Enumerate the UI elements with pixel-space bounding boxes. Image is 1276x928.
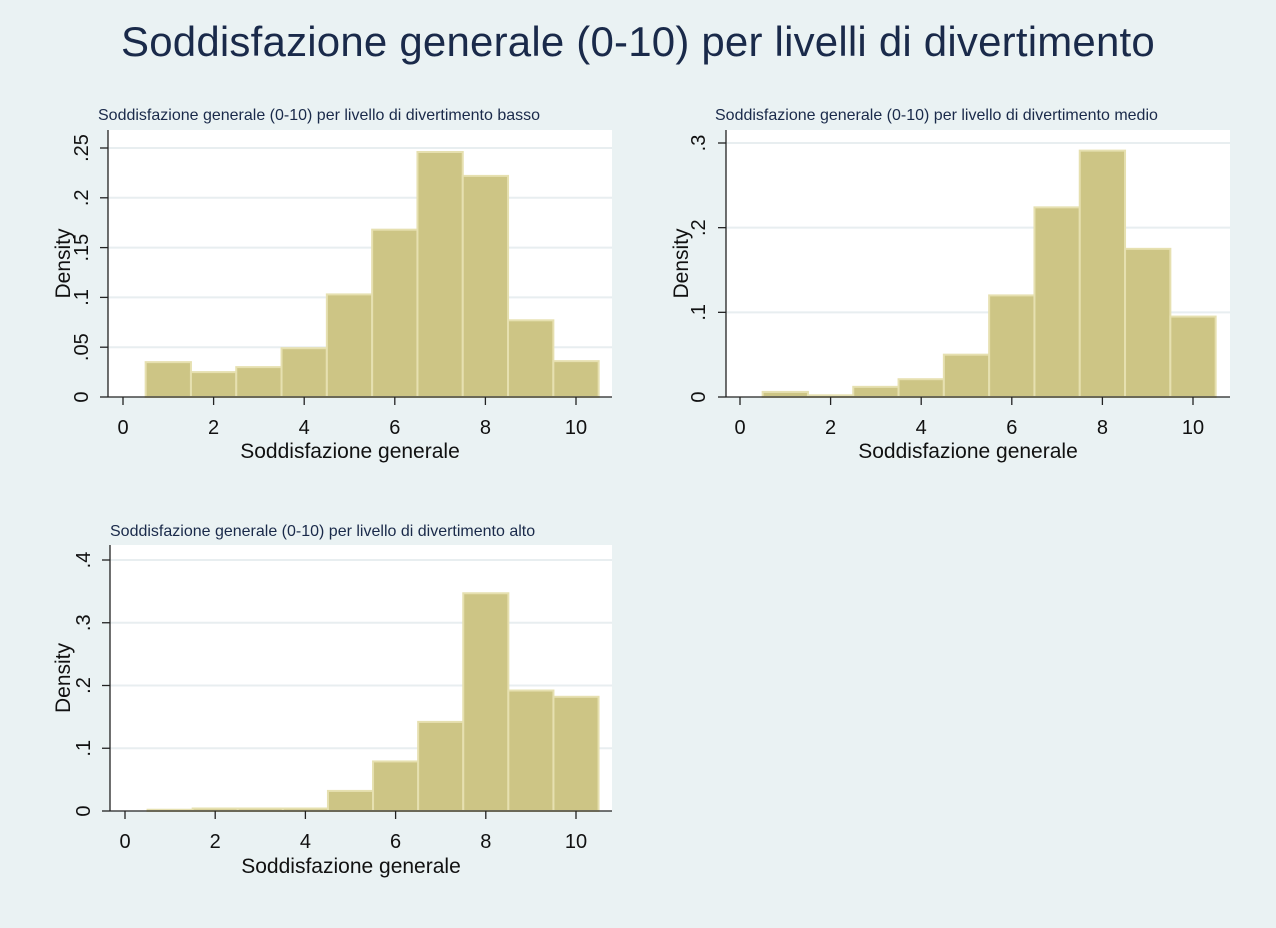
histogram-bar xyxy=(942,353,991,398)
histogram-panel-1: 0 .05 .1 .15 .2 .25 0 2 4 6 8 10 Soddisfazione gener… xyxy=(52,107,612,463)
x-tick-label: 10 xyxy=(1182,417,1204,439)
subplot-title: Soddisfazione generale (0-10) per livell… xyxy=(98,107,540,124)
histogram-bar xyxy=(761,390,809,399)
x-tick-label: 8 xyxy=(1097,417,1108,439)
x-tick-label: 10 xyxy=(565,831,587,853)
y-tick-label: .4 xyxy=(73,552,95,569)
x-axis-title: Soddisfazione generale xyxy=(240,440,460,463)
y-tick-label: .2 xyxy=(71,189,93,206)
y-tick-label: .3 xyxy=(688,135,710,152)
histogram-bar xyxy=(1169,315,1217,399)
y-tick-label: .1 xyxy=(688,304,710,321)
histogram-bar xyxy=(507,319,555,399)
histogram-bar xyxy=(235,366,283,398)
y-tick-label: 0 xyxy=(71,391,93,402)
histogram-bar xyxy=(326,789,375,812)
x-tick-label: 6 xyxy=(390,831,401,853)
x-axis-title: Soddisfazione generale xyxy=(241,855,461,878)
histogram-bar xyxy=(371,228,419,398)
y-tick-label: .2 xyxy=(688,219,710,236)
x-tick-label: 2 xyxy=(210,831,221,853)
x-tick-label: 0 xyxy=(117,417,128,439)
histogram-panel-2: 0 .1 .2 .3 0 2 4 6 8 10 Soddisfazione generale (0-… xyxy=(670,107,1230,463)
histogram-bar xyxy=(462,592,510,812)
y-tick-label: 0 xyxy=(688,391,710,402)
histogram-bar xyxy=(325,293,374,398)
histogram-bar xyxy=(1033,206,1081,398)
histogram-bar xyxy=(416,150,464,398)
subplot-title: Soddisfazione generale (0-10) per livell… xyxy=(110,523,535,540)
histogram-bar xyxy=(417,720,465,813)
x-tick-label: 2 xyxy=(825,417,836,439)
x-tick-label: 8 xyxy=(480,417,491,439)
x-tick-label: 4 xyxy=(916,417,927,439)
y-axis-title: Density xyxy=(52,228,75,299)
y-tick-label: 0 xyxy=(73,805,95,816)
x-tick-label: 10 xyxy=(565,417,587,439)
y-axis-title: Density xyxy=(670,228,693,299)
x-tick-label: 4 xyxy=(300,831,311,853)
y-tick-label: .1 xyxy=(73,740,95,757)
histogram-bar xyxy=(461,174,510,398)
histogram-bar xyxy=(897,378,945,399)
histogram-bar xyxy=(189,371,238,399)
main-title: Soddisfazione generale (0-10) per livell… xyxy=(121,18,1155,65)
y-tick-label: .25 xyxy=(71,134,93,162)
histogram-bar xyxy=(507,689,555,813)
y-tick-label: .05 xyxy=(71,333,93,361)
y-tick-label: .3 xyxy=(73,614,95,631)
x-tick-label: 6 xyxy=(1006,417,1017,439)
y-axis-title: Density xyxy=(52,642,75,713)
histogram-bar xyxy=(1078,149,1127,398)
histogram-bar xyxy=(372,760,420,812)
y-tick-label: .1 xyxy=(71,289,93,306)
y-tick-label: .15 xyxy=(71,234,93,262)
x-tick-label: 4 xyxy=(299,417,310,439)
histogram-bar xyxy=(988,294,1036,398)
x-tick-label: 2 xyxy=(208,417,219,439)
subplot-title: Soddisfazione generale (0-10) per livell… xyxy=(715,107,1158,124)
histogram-bar xyxy=(1124,247,1172,398)
histogram-bar xyxy=(852,385,900,398)
x-tick-label: 0 xyxy=(734,417,745,439)
histogram-bar xyxy=(280,347,328,399)
y-tick-label: .2 xyxy=(73,677,95,694)
histogram-bar xyxy=(552,695,600,812)
histogram-panel-3: 0 .1 .2 .3 .4 0 2 4 6 8 10 Soddisfazione generale (… xyxy=(52,523,612,878)
histogram-bar xyxy=(144,361,192,399)
x-tick-label: 0 xyxy=(119,831,130,853)
histogram-bar xyxy=(552,360,600,399)
x-axis-title: Soddisfazione generale xyxy=(858,440,1078,463)
x-tick-label: 6 xyxy=(389,417,400,439)
x-tick-label: 8 xyxy=(480,831,491,853)
